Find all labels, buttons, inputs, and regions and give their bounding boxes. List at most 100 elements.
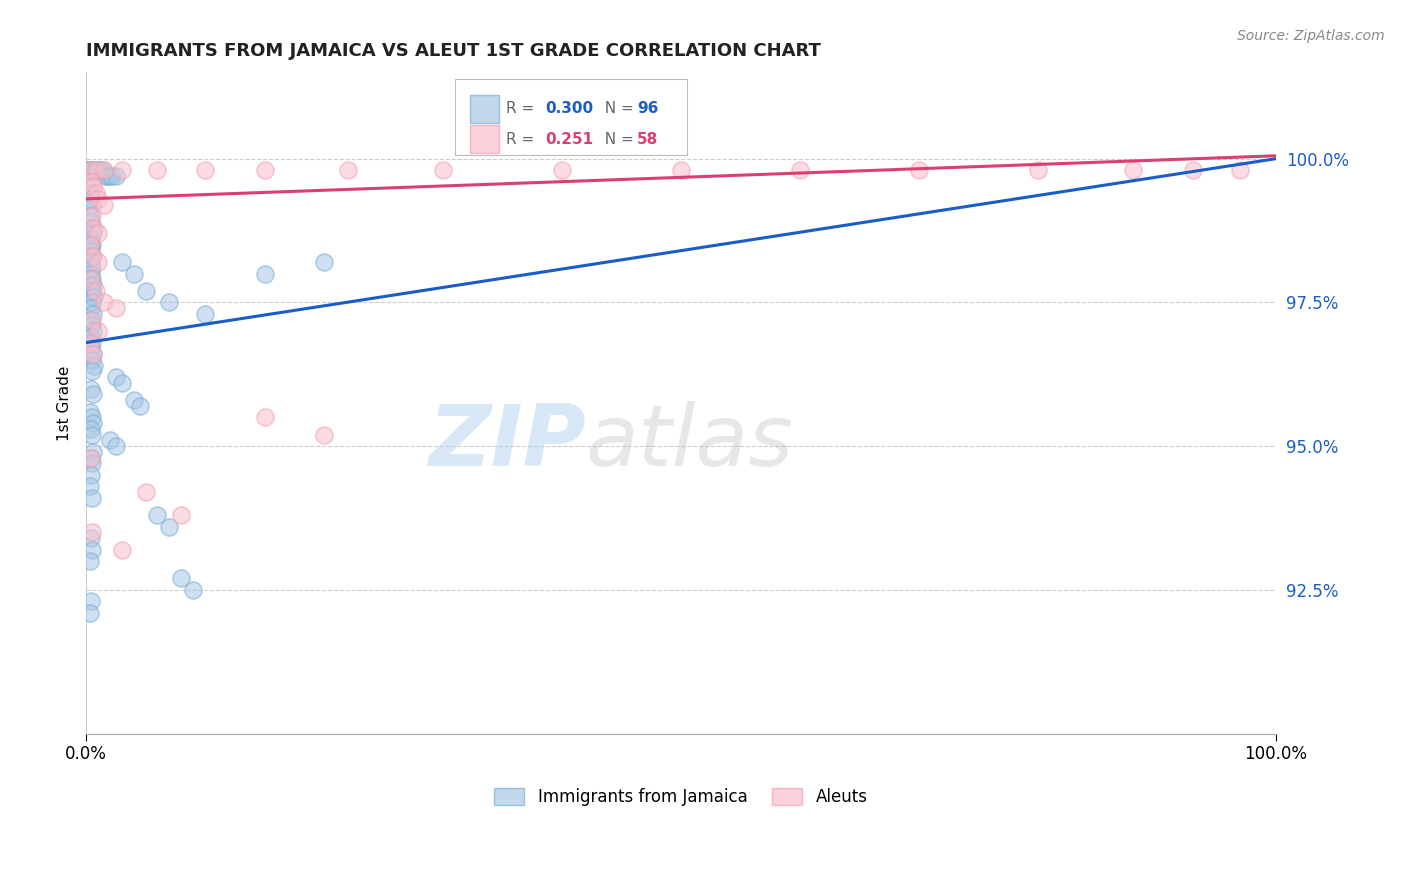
Point (93, 197, 115, 211)
Point (253, 163, 276, 178)
Point (80, 525, 103, 540)
Point (135, 284, 157, 298)
Point (312, 255, 335, 269)
Point (128, 399, 150, 413)
Point (111, 376, 134, 390)
Point (80, 330, 103, 344)
Point (80, 197, 103, 211)
Point (111, 163, 134, 178)
Point (82, 227, 104, 241)
Point (1122, 163, 1144, 178)
Point (77, 180, 100, 194)
Point (157, 519, 180, 533)
Point (79, 232, 101, 246)
Point (80, 450, 103, 465)
Point (135, 485, 157, 500)
Text: R =: R = (506, 101, 540, 116)
Point (104, 439, 127, 453)
Point (82, 278, 104, 293)
Y-axis label: 1st Grade: 1st Grade (58, 366, 72, 441)
Text: 58: 58 (637, 132, 658, 147)
Point (79, 209, 101, 223)
Point (789, 163, 811, 178)
Point (79, 404, 101, 418)
Point (80, 209, 103, 223)
Point (80, 272, 103, 286)
Point (80, 594, 103, 608)
Text: ZIP: ZIP (429, 401, 586, 484)
Point (87, 192, 110, 206)
Point (80, 278, 103, 293)
Point (551, 163, 574, 178)
Point (253, 267, 276, 281)
Point (80, 467, 103, 482)
Point (80, 531, 103, 545)
Point (82, 307, 104, 321)
Point (80, 491, 103, 505)
Text: 0.300: 0.300 (546, 101, 593, 116)
Point (80, 284, 103, 298)
Point (82, 347, 104, 361)
Point (170, 571, 193, 585)
Text: Source: ZipAtlas.com: Source: ZipAtlas.com (1237, 29, 1385, 43)
Point (80, 163, 103, 178)
Point (87, 255, 110, 269)
FancyBboxPatch shape (471, 95, 499, 122)
Point (669, 163, 692, 178)
Point (98, 169, 121, 183)
Point (80, 318, 103, 333)
Point (83, 220, 105, 235)
Point (80, 267, 103, 281)
Point (96, 169, 118, 183)
Point (87, 324, 110, 338)
Point (80, 238, 103, 252)
Point (312, 427, 335, 442)
Point (1229, 163, 1251, 178)
Point (1181, 163, 1204, 178)
Point (93, 295, 115, 310)
Point (82, 290, 104, 304)
Point (79, 312, 101, 326)
Point (79, 238, 101, 252)
Point (87, 227, 110, 241)
Text: N =: N = (595, 101, 638, 116)
Point (87, 163, 110, 178)
Point (76, 163, 98, 178)
Point (84, 163, 107, 178)
Point (79, 479, 101, 493)
Point (80, 422, 103, 436)
Point (80, 364, 103, 378)
Point (80, 427, 103, 442)
Point (80, 238, 103, 252)
Point (80, 215, 103, 229)
Point (80, 342, 103, 356)
Point (80, 272, 103, 286)
Point (80, 456, 103, 470)
Point (104, 169, 127, 183)
FancyBboxPatch shape (456, 79, 688, 155)
Point (111, 542, 134, 557)
Point (253, 410, 276, 425)
Point (94, 169, 117, 183)
Text: 0.251: 0.251 (546, 132, 593, 147)
Point (104, 301, 127, 315)
Point (80, 410, 103, 425)
Point (79, 163, 101, 178)
FancyBboxPatch shape (471, 126, 499, 153)
Point (80, 352, 103, 367)
Point (80, 542, 103, 557)
Point (157, 295, 180, 310)
Point (101, 169, 124, 183)
Legend: Immigrants from Jamaica, Aleuts: Immigrants from Jamaica, Aleuts (488, 781, 875, 813)
Point (82, 347, 104, 361)
Point (194, 163, 217, 178)
Text: 96: 96 (637, 101, 658, 116)
Point (80, 450, 103, 465)
Point (83, 290, 105, 304)
Point (80, 255, 103, 269)
Point (82, 249, 104, 263)
Point (111, 255, 134, 269)
Point (181, 582, 204, 597)
Point (80, 249, 103, 263)
Point (122, 393, 145, 408)
